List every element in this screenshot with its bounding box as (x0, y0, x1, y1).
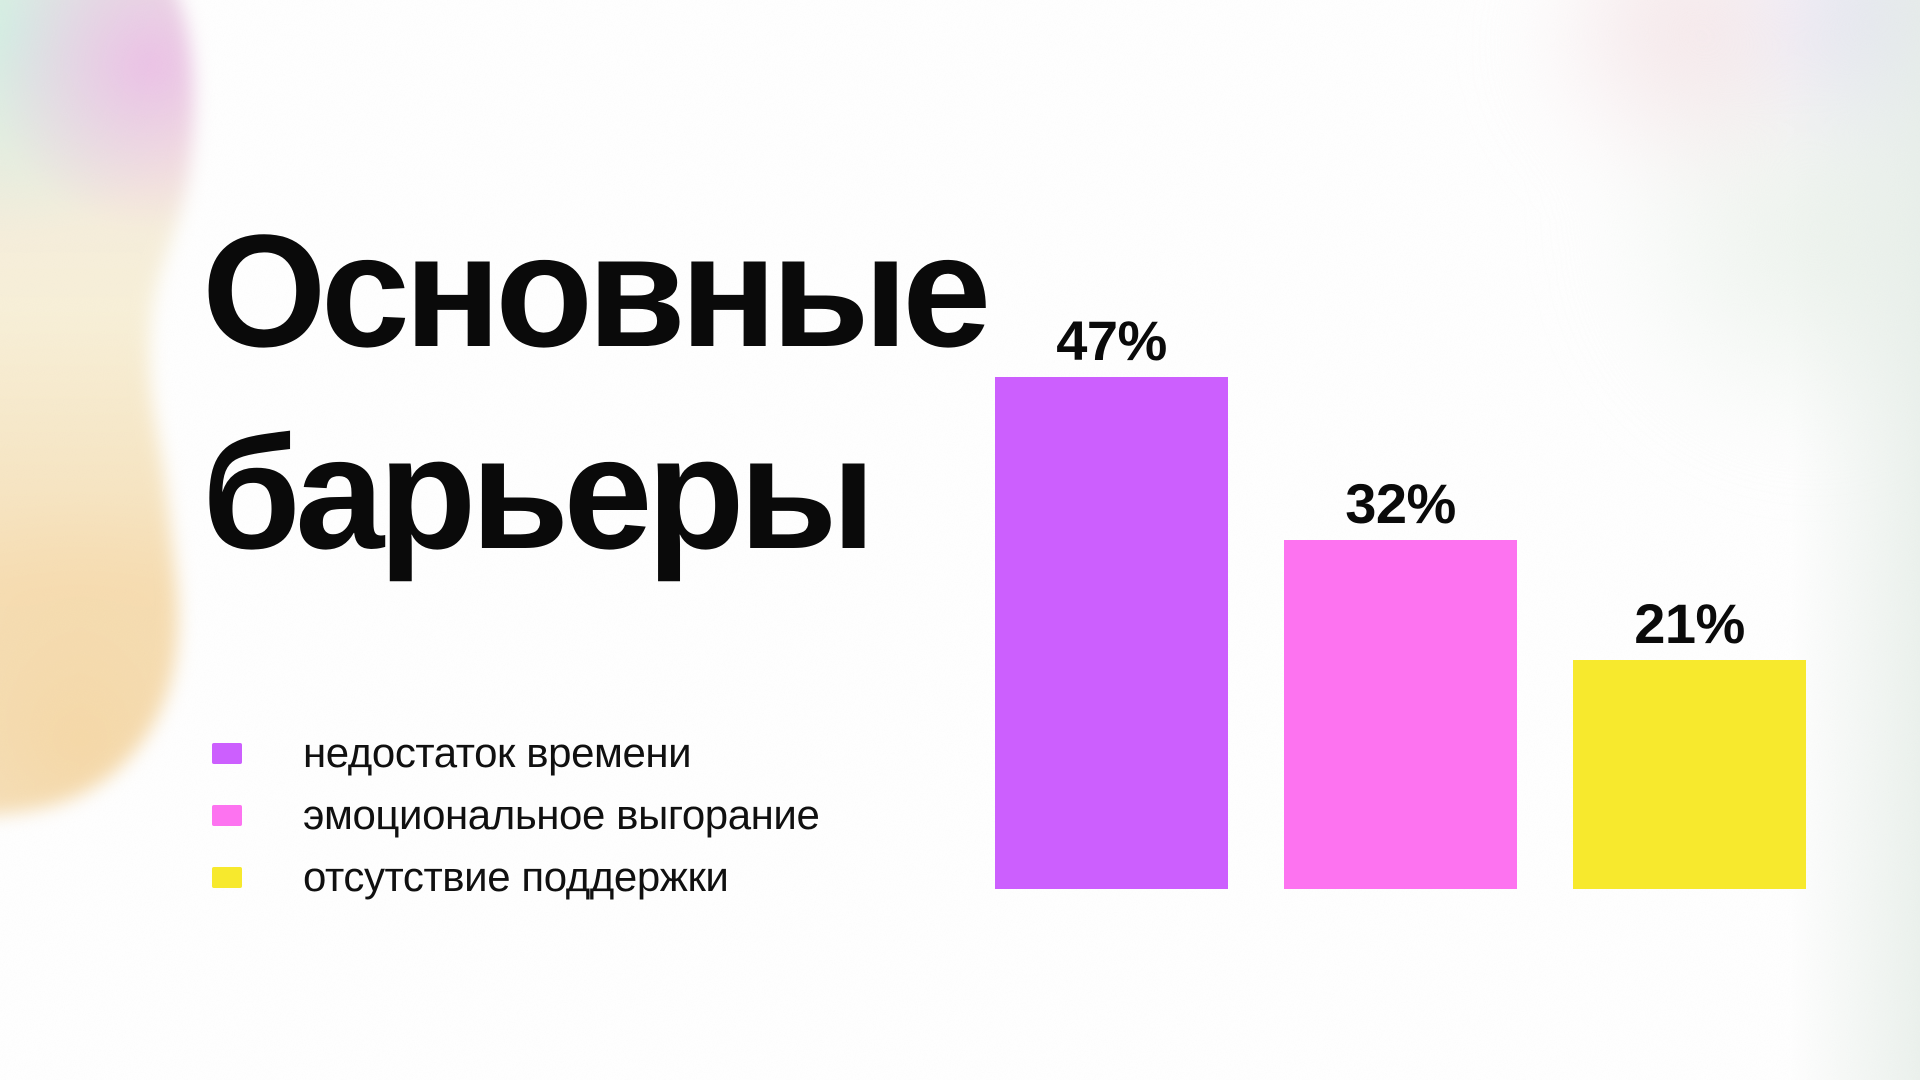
legend-item: эмоциональное выгорание (212, 791, 820, 838)
legend-swatch-icon (212, 866, 242, 888)
right-edge-tint (1790, 0, 1920, 1080)
slide-title-line-1: Основные (202, 201, 991, 380)
bar (1573, 660, 1806, 889)
bar-chart: 47% 32% 21% (995, 310, 1806, 889)
gradient-blob-left (0, 0, 195, 815)
bar (995, 377, 1228, 889)
bar-group: 21% (1573, 593, 1806, 889)
legend-item: отсутствие поддержки (212, 853, 819, 900)
chart-legend: недостаток времени эмоциональное выгорани… (212, 729, 820, 900)
slide-title: Основные барьеры (202, 190, 991, 593)
legend-swatch-icon (212, 742, 242, 764)
bar-group: 47% (995, 310, 1228, 889)
legend-label: отсутствие поддержки (303, 853, 729, 900)
legend-item: недостаток времени (212, 729, 819, 776)
slide-title-line-2: барьеры (202, 402, 876, 582)
bar-value-label: 47% (1056, 309, 1167, 373)
legend-label: эмоциональное выгорание (303, 791, 820, 838)
bar-value-label: 32% (1345, 472, 1456, 536)
legend-swatch-icon (212, 804, 242, 826)
bar-group: 32% (1284, 473, 1517, 889)
legend-label: недостаток времени (303, 729, 692, 776)
bar-value-label: 21% (1634, 592, 1745, 656)
bar (1284, 540, 1517, 889)
